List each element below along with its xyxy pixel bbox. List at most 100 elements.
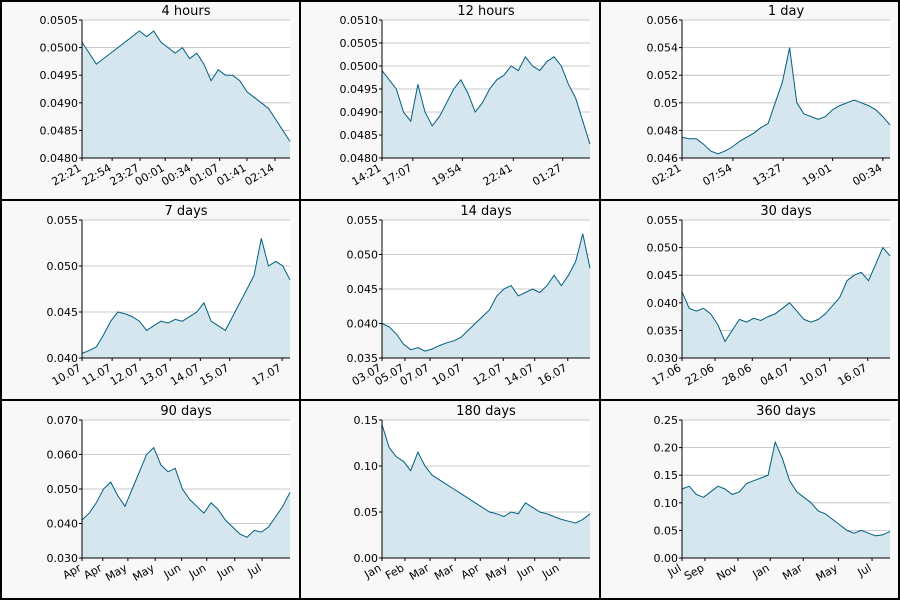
chart-title: 4 hours xyxy=(162,4,211,19)
x-tick-label: 10.07 xyxy=(797,361,831,388)
y-tick-label: 0.050 xyxy=(47,260,79,273)
x-tick-label: 15.07 xyxy=(197,361,231,388)
line xyxy=(81,238,291,354)
x-tick-label: 22:41 xyxy=(481,161,515,188)
x-tick-label: Feb xyxy=(383,561,406,582)
x-tick-label: 12.07 xyxy=(108,361,142,388)
y-tick-label: 0.055 xyxy=(347,214,379,227)
x-tick-label: 13:27 xyxy=(751,161,785,188)
y-tick-label: 0.05 xyxy=(654,524,679,537)
line xyxy=(681,440,891,537)
x-tick-label: 04.07 xyxy=(758,361,792,388)
x-tick-label: May xyxy=(103,561,130,584)
x-tick-label: 14:21 xyxy=(350,161,384,188)
y-tick-label: 0.054 xyxy=(647,42,679,55)
y-tick-label: 0.060 xyxy=(47,449,79,462)
area xyxy=(382,56,590,158)
y-tick-label: 0.046 xyxy=(647,152,679,165)
y-tick-label: 0.030 xyxy=(647,352,679,365)
x-tick-label: May xyxy=(130,561,157,584)
x-tick-label: Nov xyxy=(714,561,740,583)
y-tick-label: 0.00 xyxy=(354,552,379,565)
y-tick-label: 0.0495 xyxy=(340,83,379,96)
y-tick-label: 0.05 xyxy=(654,97,679,110)
x-tick-label: 17.06 xyxy=(650,361,684,388)
y-tick-label: 0.0500 xyxy=(340,60,379,73)
y-tick-label: 0.035 xyxy=(647,324,679,337)
y-tick-label: 0.035 xyxy=(347,352,379,365)
x-tick-label: 02:14 xyxy=(242,161,276,188)
x-tick-label: 17:07 xyxy=(380,161,414,188)
chart-title: 30 days xyxy=(760,204,812,219)
area xyxy=(682,247,890,358)
y-tick-label: 0.040 xyxy=(47,352,79,365)
x-tick-label: 28.06 xyxy=(720,361,754,388)
chart-title: 360 days xyxy=(756,404,816,419)
y-tick-label: 0.048 xyxy=(647,124,679,137)
y-tick-label: 0.0485 xyxy=(40,124,79,137)
x-tick-label: 02:21 xyxy=(650,161,684,188)
y-tick-label: 0.15 xyxy=(654,469,679,482)
chart-title: 90 days xyxy=(160,404,212,419)
x-tick-label: May xyxy=(814,561,841,584)
x-tick-label: 12.07 xyxy=(471,361,505,388)
y-tick-label: 0.0510 xyxy=(340,14,379,27)
line xyxy=(381,424,591,524)
x-tick-label: Jun xyxy=(161,561,183,581)
x-tick-label: 16.07 xyxy=(535,361,569,388)
x-tick-label: 07.07 xyxy=(398,361,432,388)
x-tick-label: Mar xyxy=(407,561,432,583)
y-tick-label: 0.0480 xyxy=(40,152,79,165)
line xyxy=(681,246,891,343)
x-tick-label: Apr xyxy=(81,561,104,582)
y-tick-label: 0.05 xyxy=(354,506,379,519)
y-tick-label: 0.050 xyxy=(347,249,379,262)
x-tick-label: 14.07 xyxy=(168,361,202,388)
y-tick-label: 0.0480 xyxy=(340,152,379,165)
y-tick-label: 0.070 xyxy=(47,414,79,427)
line xyxy=(381,55,591,145)
x-tick-label: Jul xyxy=(245,561,264,579)
y-tick-label: 0.0495 xyxy=(40,69,79,82)
x-tick-label: Jun xyxy=(539,561,561,581)
y-tick-label: 0.055 xyxy=(47,214,79,227)
line xyxy=(81,30,291,142)
x-tick-label: Jul xyxy=(665,561,684,579)
y-tick-label: 0.0490 xyxy=(340,106,379,119)
line xyxy=(681,47,891,155)
y-tick-label: 0.0500 xyxy=(40,42,79,55)
line xyxy=(381,233,591,352)
y-tick-label: 0.040 xyxy=(47,518,79,531)
x-tick-label: 14.07 xyxy=(502,361,536,388)
y-tick-label: 0.0505 xyxy=(340,37,379,50)
y-tick-label: 0.045 xyxy=(47,306,79,319)
x-tick-label: May xyxy=(484,561,511,584)
area xyxy=(382,424,590,558)
x-tick-label: Jan xyxy=(750,561,772,581)
x-tick-label: 07:54 xyxy=(700,161,734,188)
x-tick-label: 22:54 xyxy=(80,161,114,188)
y-tick-label: 0.045 xyxy=(647,269,679,282)
x-tick-label: Mar xyxy=(780,561,805,583)
chart-title: 12 hours xyxy=(457,4,514,19)
x-tick-label: 17.07 xyxy=(250,361,284,388)
y-tick-label: 0.056 xyxy=(647,14,679,27)
area xyxy=(682,442,890,558)
y-tick-label: 0.040 xyxy=(347,318,379,331)
y-tick-label: 0.055 xyxy=(647,214,679,227)
y-tick-label: 0.0485 xyxy=(340,129,379,142)
y-tick-label: 0.15 xyxy=(354,414,379,427)
chart-title: 14 days xyxy=(460,204,512,219)
y-tick-label: 0.030 xyxy=(47,552,79,565)
y-tick-label: 0.0490 xyxy=(40,97,79,110)
x-tick-label: 10.07 xyxy=(430,361,464,388)
y-tick-label: 0.045 xyxy=(347,283,379,296)
y-tick-label: 0.050 xyxy=(47,483,79,496)
x-tick-label: Jun xyxy=(214,561,236,581)
y-tick-label: 0.10 xyxy=(354,460,379,473)
y-tick-label: 0.040 xyxy=(647,297,679,310)
y-tick-label: 0.20 xyxy=(654,442,679,455)
x-tick-label: 22.06 xyxy=(683,361,717,388)
x-tick-label: 00:34 xyxy=(850,161,884,188)
